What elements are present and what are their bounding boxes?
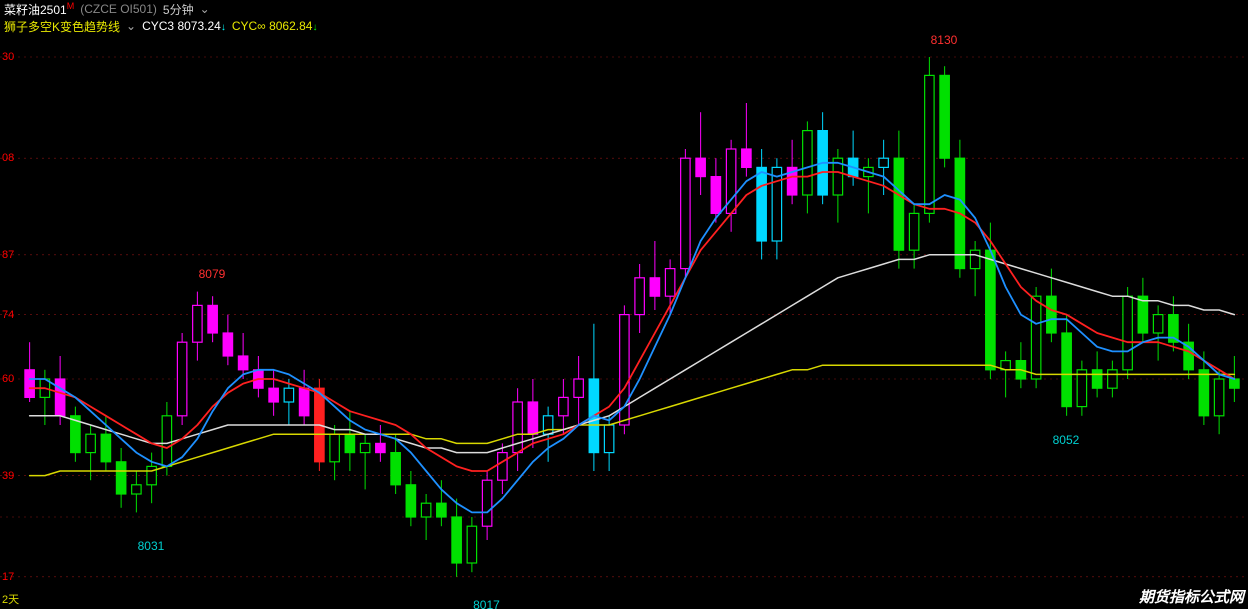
chart-header: 菜籽油2501M (CZCE OI501) 5分钟 ⌄ <box>0 0 1248 18</box>
timeframe-badge: 2天 <box>2 591 19 607</box>
contract-code: (CZCE OI501) <box>80 2 157 16</box>
candlestick-chart[interactable] <box>0 34 1248 609</box>
cycinf-readout: CYC∞ 8062.84↓ <box>232 19 318 33</box>
indicator-header: 狮子多空K变色趋势线 ⌄ CYC3 8073.24↓ CYC∞ 8062.84↓ <box>0 18 317 34</box>
watermark-text: 期货指标公式网 <box>1139 586 1244 607</box>
interval-dropdown-icon[interactable]: ⌄ <box>200 2 210 16</box>
symbol-name: 菜籽油2501M <box>4 1 74 18</box>
interval-label[interactable]: 5分钟 <box>163 1 194 18</box>
indicator-name[interactable]: 狮子多空K变色趋势线 <box>4 18 120 35</box>
cyc3-readout: CYC3 8073.24↓ <box>142 19 226 33</box>
indicator-dropdown-icon[interactable]: ⌄ <box>126 19 136 33</box>
